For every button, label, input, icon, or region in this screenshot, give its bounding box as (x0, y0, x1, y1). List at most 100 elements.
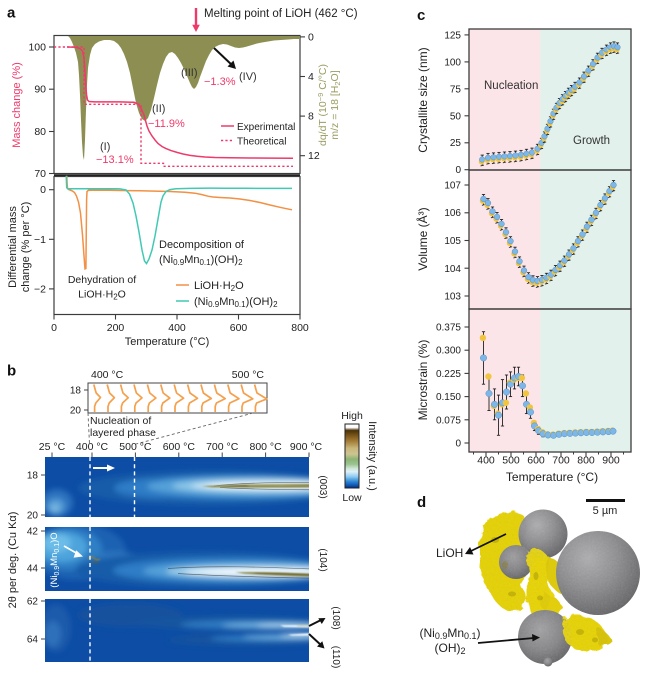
svg-text:400 °C: 400 °C (76, 441, 109, 453)
svg-text:100: 100 (28, 42, 46, 54)
svg-text:LiOH·H2O: LiOH·H2O (78, 289, 126, 302)
svg-text:0: 0 (455, 439, 461, 450)
svg-text:500 °C: 500 °C (232, 369, 265, 381)
svg-text:25 °C: 25 °C (39, 441, 66, 453)
svg-text:900 °C: 900 °C (290, 441, 323, 453)
svg-text:12: 12 (308, 150, 320, 162)
svg-text:106: 106 (444, 208, 461, 219)
svg-text:50: 50 (450, 111, 462, 122)
svg-text:75: 75 (450, 84, 462, 95)
svg-text:500: 500 (502, 455, 520, 467)
svg-text:20: 20 (27, 511, 39, 522)
svg-text:Dehydration of: Dehydration of (68, 274, 136, 286)
svg-text:Crystallite size (nm): Crystallite size (nm) (416, 47, 430, 152)
svg-text:800: 800 (577, 455, 595, 467)
svg-text:Decomposition of: Decomposition of (159, 239, 245, 251)
svg-text:900: 900 (602, 455, 620, 467)
svg-text:(104): (104) (317, 548, 328, 571)
svg-text:(Ni0.9Mn0.1)(OH)2: (Ni0.9Mn0.1)(OH)2 (159, 254, 243, 267)
svg-text:Nucleation of: Nucleation of (90, 415, 151, 427)
svg-text:(Ni0.9Mn0.1)(OH)2: (Ni0.9Mn0.1)(OH)2 (194, 296, 278, 309)
svg-text:(Ni0.9Mn0.1)O: (Ni0.9Mn0.1)O (49, 532, 61, 587)
svg-text:Melting point of LiOH (462 °C): Melting point of LiOH (462 °C) (204, 8, 358, 20)
svg-text:800: 800 (291, 322, 309, 334)
svg-text:Low: Low (342, 492, 362, 504)
svg-text:High: High (341, 410, 363, 422)
svg-text:(III): (III) (181, 67, 198, 79)
svg-text:Microstrain (%): Microstrain (%) (416, 340, 430, 421)
svg-text:dq/dT (10−9 C/°C): dq/dT (10−9 C/°C) (316, 64, 329, 146)
svg-text:200: 200 (107, 322, 125, 334)
svg-text:103: 103 (444, 292, 461, 303)
svg-text:800 °C: 800 °C (249, 441, 282, 453)
svg-text:4: 4 (308, 71, 314, 83)
svg-text:0.225: 0.225 (436, 369, 461, 380)
svg-text:Intensity (a.u.): Intensity (a.u.) (366, 421, 378, 491)
svg-text:25: 25 (450, 138, 462, 149)
svg-text:0: 0 (40, 184, 46, 196)
svg-text:b: b (7, 363, 16, 380)
svg-text:a: a (7, 5, 16, 22)
svg-text:−11.9%: −11.9% (148, 118, 185, 130)
svg-text:700: 700 (552, 455, 570, 467)
svg-text:400: 400 (168, 322, 186, 334)
svg-text:m/z = 18 [H2O]: m/z = 18 [H2O] (329, 70, 342, 139)
svg-text:105: 105 (444, 236, 461, 247)
svg-text:layered phase: layered phase (90, 427, 156, 439)
svg-text:Mass change (%): Mass change (%) (11, 62, 23, 148)
svg-text:LiOH·H2O: LiOH·H2O (194, 280, 244, 293)
svg-text:44: 44 (27, 564, 39, 575)
svg-text:Temperature (°C): Temperature (°C) (125, 336, 209, 348)
svg-text:600 °C: 600 °C (163, 441, 196, 453)
svg-text:(110): (110) (330, 646, 341, 669)
svg-text:62: 62 (27, 597, 39, 608)
svg-text:Volume (Å³): Volume (Å³) (415, 207, 430, 270)
svg-text:Nucleation: Nucleation (484, 80, 538, 92)
svg-text:5 µm: 5 µm (593, 505, 618, 517)
svg-text:−13.1%: −13.1% (96, 154, 134, 166)
svg-text:8: 8 (308, 111, 314, 123)
svg-text:(003): (003) (317, 475, 328, 498)
svg-text:600: 600 (527, 455, 545, 467)
svg-text:−1: −1 (34, 234, 46, 246)
svg-text:Temperature (°C): Temperature (°C) (506, 470, 598, 484)
svg-text:64: 64 (27, 635, 39, 646)
svg-text:(108): (108) (330, 606, 341, 629)
svg-text:500 °C: 500 °C (119, 441, 152, 453)
svg-text:90: 90 (34, 84, 46, 96)
svg-text:400: 400 (477, 455, 495, 467)
svg-text:(IV): (IV) (239, 71, 257, 83)
svg-text:70: 70 (34, 168, 46, 180)
svg-text:0: 0 (455, 165, 461, 176)
svg-text:LiOH: LiOH (436, 546, 463, 560)
svg-text:0: 0 (308, 31, 314, 43)
svg-text:Theoretical: Theoretical (237, 137, 286, 148)
svg-text:42: 42 (27, 527, 39, 538)
svg-text:600: 600 (230, 322, 248, 334)
svg-text:100: 100 (444, 57, 461, 68)
svg-text:104: 104 (444, 264, 461, 275)
svg-text:d: d (417, 494, 426, 511)
svg-text:change (% per °C): change (% per °C) (20, 202, 32, 293)
svg-text:0.300: 0.300 (436, 346, 461, 357)
svg-text:2θ per deg. (Cu Kα): 2θ per deg. (Cu Kα) (7, 512, 19, 609)
svg-text:80: 80 (34, 126, 46, 138)
svg-text:125: 125 (444, 30, 461, 41)
svg-text:0.375: 0.375 (436, 323, 461, 334)
svg-text:(II): (II) (152, 103, 165, 115)
svg-text:−1.3%: −1.3% (204, 76, 236, 88)
svg-text:c: c (417, 7, 425, 24)
svg-text:Differential mass: Differential mass (7, 206, 19, 288)
svg-text:20: 20 (70, 406, 82, 417)
svg-text:Growth: Growth (573, 135, 610, 147)
svg-text:(I): (I) (100, 141, 110, 153)
svg-text:0: 0 (51, 322, 57, 334)
svg-text:18: 18 (70, 386, 82, 397)
svg-text:(OH)2: (OH)2 (434, 641, 465, 656)
svg-text:107: 107 (444, 181, 461, 192)
svg-text:(Ni0.9Mn0.1): (Ni0.9Mn0.1) (419, 626, 480, 641)
svg-text:Experimental: Experimental (237, 122, 295, 133)
svg-text:700 °C: 700 °C (206, 441, 239, 453)
svg-text:400 °C: 400 °C (91, 369, 124, 381)
svg-text:−2: −2 (34, 283, 46, 295)
